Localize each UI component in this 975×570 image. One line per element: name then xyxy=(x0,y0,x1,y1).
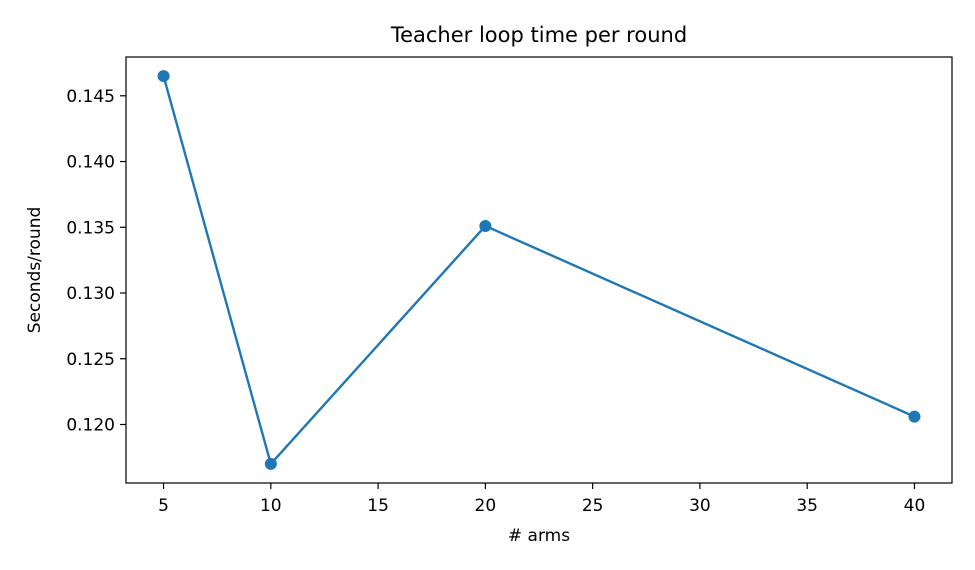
x-tick-label: 20 xyxy=(475,496,497,516)
plot-area-frame xyxy=(125,56,953,484)
x-tick-label: 10 xyxy=(260,496,282,516)
y-axis-label: Seconds/round xyxy=(25,207,45,334)
x-tick-label: 30 xyxy=(689,496,711,516)
data-point xyxy=(908,410,921,423)
x-axis-label: # arms xyxy=(508,526,570,546)
x-axis-ticks: 5 10 15 20 25 30 35 40 xyxy=(158,483,925,516)
x-tick-label: 40 xyxy=(904,496,926,516)
y-tick-label: 0.140 xyxy=(66,153,115,173)
series-layer xyxy=(157,70,921,470)
x-tick-label: 25 xyxy=(582,496,604,516)
x-tick-label: 5 xyxy=(158,496,169,516)
x-tick-label: 35 xyxy=(796,496,818,516)
chart-title: Teacher loop time per round xyxy=(390,23,687,47)
data-point xyxy=(157,70,170,83)
x-tick-label: 15 xyxy=(367,496,389,516)
y-tick-label: 0.130 xyxy=(66,284,115,304)
data-point xyxy=(479,219,492,232)
y-tick-label: 0.125 xyxy=(66,350,115,370)
y-tick-label: 0.120 xyxy=(66,415,115,435)
y-tick-label: 0.145 xyxy=(66,87,115,107)
data-point xyxy=(264,457,277,470)
series-line xyxy=(162,75,915,466)
y-tick-label: 0.135 xyxy=(66,218,115,238)
y-axis-ticks: 0.120 0.125 0.130 0.135 0.140 0.145 xyxy=(66,87,126,435)
